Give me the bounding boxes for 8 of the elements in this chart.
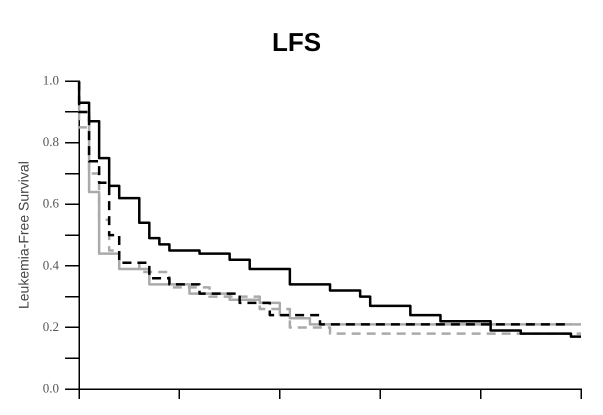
y-tick-label: 0.8 <box>42 134 60 150</box>
y-tick-label: 0.6 <box>42 196 60 211</box>
y-tick-label: 0.4 <box>42 257 60 272</box>
y-tick-label: 0.2 <box>42 318 60 334</box>
y-axis-title: Leukemia-Free Survival <box>15 161 32 310</box>
y-tick-label: 0.0 <box>42 380 60 396</box>
y-tick-label: 1.0 <box>42 72 60 88</box>
chart-title: LFS <box>272 26 322 57</box>
